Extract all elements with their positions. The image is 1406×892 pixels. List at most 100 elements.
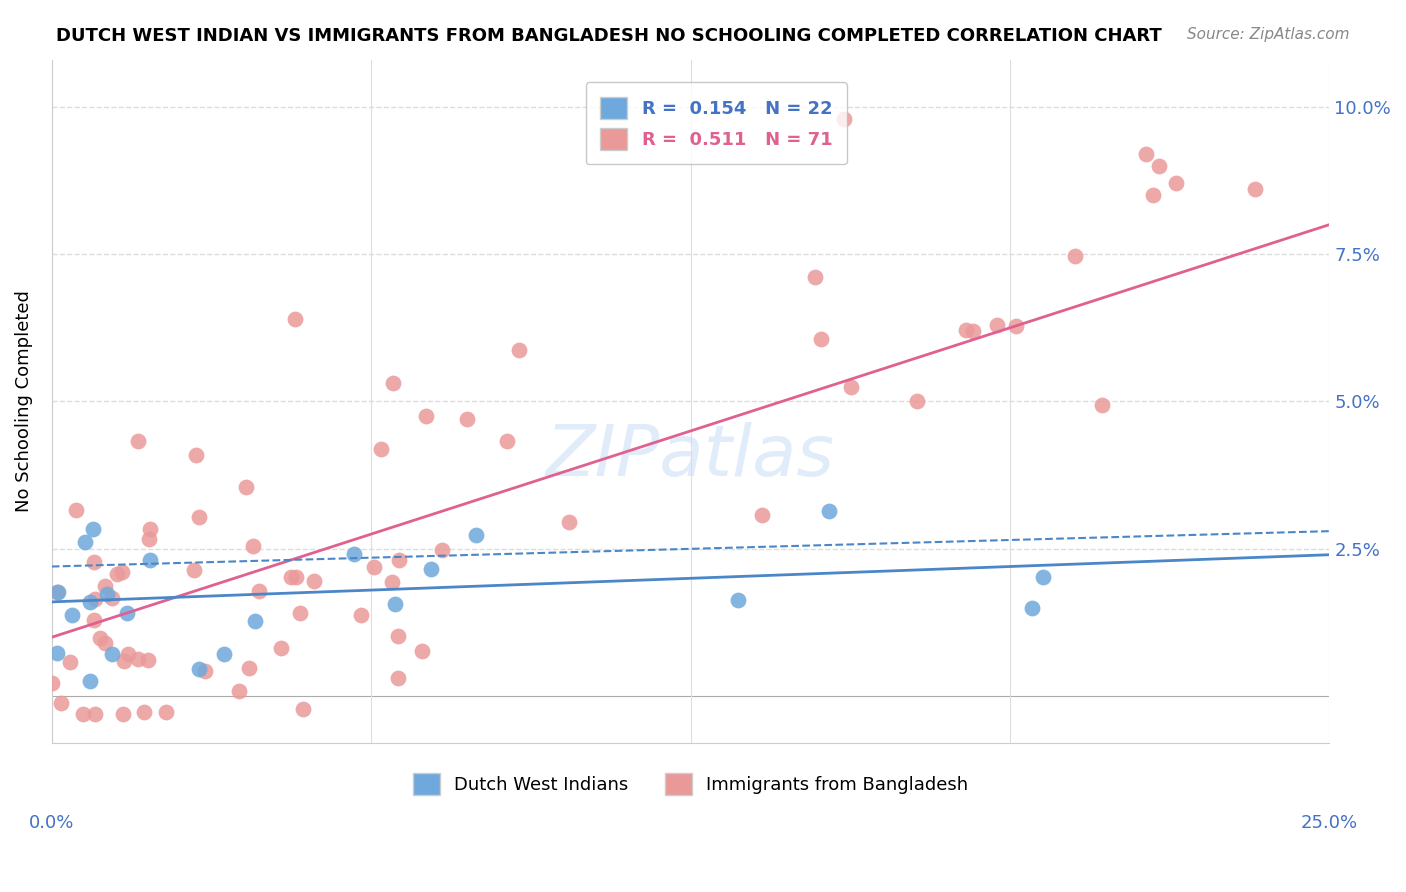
- Point: [751, 508, 773, 522]
- Point: [363, 559, 385, 574]
- Point: [46, 646, 69, 660]
- Point: [46, 585, 69, 599]
- Point: [464, 527, 486, 541]
- Point: [291, 702, 314, 716]
- Point: [1005, 318, 1028, 333]
- Point: [430, 543, 453, 558]
- Point: [96, 587, 118, 601]
- Point: [1032, 570, 1054, 584]
- Point: [370, 442, 392, 456]
- Text: 0.0%: 0.0%: [30, 814, 75, 832]
- Point: [83, 613, 105, 627]
- Text: 25.0%: 25.0%: [1301, 814, 1358, 832]
- Point: [94, 636, 117, 650]
- Y-axis label: No Schooling Completed: No Schooling Completed: [15, 291, 32, 512]
- Point: [804, 269, 827, 284]
- Point: [810, 333, 832, 347]
- Point: [94, 579, 117, 593]
- Point: [238, 661, 260, 675]
- Point: [115, 606, 138, 620]
- Point: [839, 380, 862, 394]
- Point: [1021, 601, 1043, 615]
- Point: [83, 555, 105, 569]
- Point: [1063, 249, 1085, 263]
- Point: [105, 566, 128, 581]
- Point: [51, 696, 73, 710]
- Point: [302, 574, 325, 588]
- Point: [1091, 398, 1114, 412]
- Point: [1243, 182, 1265, 196]
- Point: [381, 574, 404, 589]
- Point: [280, 570, 302, 584]
- Point: [1147, 159, 1170, 173]
- Point: [100, 647, 122, 661]
- Point: [557, 515, 579, 529]
- Point: [194, 664, 217, 678]
- Point: [75, 535, 97, 549]
- Point: [832, 112, 855, 126]
- Point: [496, 434, 519, 448]
- Point: [84, 591, 107, 606]
- Point: [387, 629, 409, 643]
- Point: [388, 553, 411, 567]
- Point: [110, 566, 132, 580]
- Point: [284, 570, 307, 584]
- Text: Source: ZipAtlas.com: Source: ZipAtlas.com: [1187, 27, 1350, 42]
- Point: [962, 324, 984, 338]
- Point: [82, 522, 104, 536]
- Point: [1142, 188, 1164, 202]
- Point: [419, 562, 441, 576]
- Point: [228, 684, 250, 698]
- Point: [127, 652, 149, 666]
- Point: [139, 522, 162, 536]
- Point: [212, 647, 235, 661]
- Legend: Dutch West Indians, Immigrants from Bangladesh: Dutch West Indians, Immigrants from Bang…: [405, 766, 976, 803]
- Point: [46, 585, 69, 599]
- Point: [101, 591, 124, 606]
- Point: [65, 502, 87, 516]
- Point: [818, 504, 841, 518]
- Point: [127, 434, 149, 448]
- Point: [60, 608, 83, 623]
- Point: [1164, 177, 1187, 191]
- Point: [387, 671, 409, 685]
- Point: [247, 583, 270, 598]
- Point: [188, 663, 211, 677]
- Point: [117, 647, 139, 661]
- Point: [381, 376, 404, 390]
- Point: [986, 318, 1008, 332]
- Point: [183, 563, 205, 577]
- Point: [350, 607, 373, 622]
- Point: [79, 595, 101, 609]
- Point: [112, 654, 135, 668]
- Point: [111, 706, 134, 721]
- Text: ZIPatlas: ZIPatlas: [546, 422, 835, 491]
- Point: [89, 631, 111, 645]
- Point: [79, 674, 101, 689]
- Point: [508, 343, 530, 357]
- Point: [41, 676, 63, 690]
- Point: [343, 547, 366, 561]
- Point: [84, 706, 107, 721]
- Point: [134, 705, 156, 719]
- Point: [155, 705, 177, 719]
- Point: [243, 614, 266, 628]
- Point: [235, 480, 257, 494]
- Point: [270, 640, 292, 655]
- Point: [384, 597, 406, 611]
- Point: [411, 644, 433, 658]
- Point: [138, 653, 160, 667]
- Point: [188, 510, 211, 524]
- Point: [288, 606, 311, 620]
- Point: [242, 539, 264, 553]
- Point: [184, 448, 207, 462]
- Point: [138, 532, 160, 546]
- Text: DUTCH WEST INDIAN VS IMMIGRANTS FROM BANGLADESH NO SCHOOLING COMPLETED CORRELATI: DUTCH WEST INDIAN VS IMMIGRANTS FROM BAN…: [56, 27, 1161, 45]
- Point: [955, 323, 977, 337]
- Point: [1135, 147, 1157, 161]
- Point: [415, 409, 437, 424]
- Point: [905, 394, 928, 409]
- Point: [456, 412, 478, 426]
- Point: [59, 655, 82, 669]
- Point: [727, 593, 749, 607]
